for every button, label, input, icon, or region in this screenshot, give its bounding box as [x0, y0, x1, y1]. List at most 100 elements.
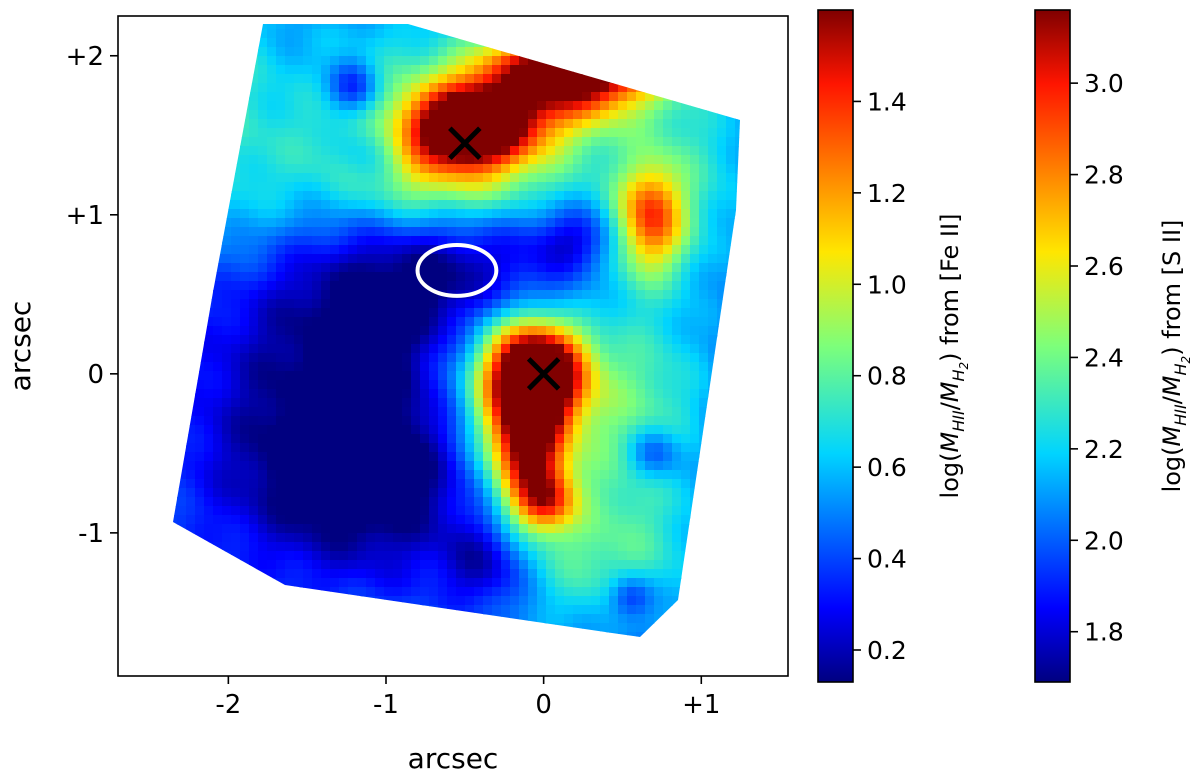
- heatmap-cell: [672, 308, 682, 318]
- heatmap-cell: [402, 326, 412, 336]
- heatmap-cell: [222, 101, 232, 111]
- heatmap-cell: [528, 596, 538, 606]
- heatmap-cell: [573, 164, 583, 174]
- heatmap-cell: [654, 281, 664, 291]
- heatmap-cell: [600, 497, 610, 507]
- heatmap-cell: [555, 614, 565, 624]
- heatmap-cell: [411, 506, 421, 516]
- heatmap-cell: [429, 164, 439, 174]
- heatmap-cell: [528, 344, 538, 354]
- heatmap-cell: [177, 308, 187, 318]
- heatmap-cell: [546, 497, 556, 507]
- heatmap-cell: [708, 191, 718, 201]
- heatmap-cell: [510, 92, 520, 102]
- heatmap-cell: [663, 479, 673, 489]
- heatmap-cell: [501, 524, 511, 534]
- heatmap-cell: [573, 128, 583, 138]
- heatmap-cell: [528, 263, 538, 273]
- heatmap-cell: [393, 596, 403, 606]
- heatmap-cell: [258, 335, 268, 345]
- heatmap-cell: [690, 164, 700, 174]
- heatmap-cell: [204, 488, 214, 498]
- heatmap-cell: [375, 137, 385, 147]
- colorbar-scale: [817, 9, 854, 683]
- heatmap-cell: [573, 173, 583, 183]
- heatmap-cell: [483, 290, 493, 300]
- heatmap-cell: [222, 380, 232, 390]
- heatmap-cell: [564, 470, 574, 480]
- heatmap-cell: [627, 533, 637, 543]
- heatmap-cell: [501, 24, 511, 30]
- heatmap-cell: [285, 119, 295, 129]
- heatmap-cell: [429, 560, 439, 570]
- heatmap-cell: [672, 335, 682, 345]
- heatmap-cell: [528, 398, 538, 408]
- heatmap-cell: [384, 344, 394, 354]
- heatmap-cell: [411, 281, 421, 291]
- heatmap-cell: [537, 317, 547, 327]
- heatmap-cell: [510, 227, 520, 237]
- heatmap-cell: [173, 587, 178, 597]
- heatmap-cell: [213, 24, 223, 30]
- heatmap-cell: [465, 101, 475, 111]
- heatmap-cell: [303, 65, 313, 75]
- heatmap-cell: [285, 506, 295, 516]
- heatmap-cell: [429, 263, 439, 273]
- heatmap-cell: [303, 506, 313, 516]
- heatmap-cell: [510, 632, 520, 637]
- heatmap-cell: [375, 236, 385, 246]
- heatmap-cell: [699, 353, 709, 363]
- heatmap-cell: [303, 155, 313, 165]
- heatmap-cell: [294, 173, 304, 183]
- heatmap-cell: [501, 371, 511, 381]
- heatmap-cell: [627, 281, 637, 291]
- heatmap-cell: [402, 24, 412, 30]
- heatmap-cell: [591, 281, 601, 291]
- heatmap-cell: [744, 380, 754, 390]
- heatmap-cell: [267, 155, 277, 165]
- heatmap-cell: [474, 24, 484, 30]
- heatmap-cell: [600, 533, 610, 543]
- heatmap-cell: [204, 641, 214, 651]
- heatmap-cell: [249, 353, 259, 363]
- heatmap-cell: [393, 353, 403, 363]
- heatmap-cell: [249, 236, 259, 246]
- heatmap-cell: [186, 272, 196, 282]
- heatmap-cell: [555, 74, 565, 84]
- heatmap-cell: [321, 434, 331, 444]
- heatmap-cell: [582, 65, 592, 75]
- heatmap-cell: [411, 515, 421, 525]
- heatmap-cell: [636, 398, 646, 408]
- heatmap-cell: [420, 299, 430, 309]
- heatmap-cell: [456, 110, 466, 120]
- heatmap-cell: [393, 317, 403, 327]
- heatmap-cell: [231, 632, 241, 637]
- heatmap-cell: [186, 551, 196, 561]
- heatmap-cell: [573, 434, 583, 444]
- heatmap-cell: [645, 623, 655, 633]
- heatmap-cell: [654, 299, 664, 309]
- heatmap-cell: [546, 236, 556, 246]
- heatmap-cell: [591, 362, 601, 372]
- heatmap-cell: [411, 533, 421, 543]
- heatmap-cell: [537, 299, 547, 309]
- heatmap-cell: [618, 173, 628, 183]
- heatmap-cell: [177, 335, 187, 345]
- heatmap-cell: [294, 101, 304, 111]
- heatmap-cell: [492, 605, 502, 615]
- heatmap-cell: [465, 65, 475, 75]
- heatmap-cell: [645, 110, 655, 120]
- heatmap-cell: [303, 380, 313, 390]
- heatmap-cell: [402, 479, 412, 489]
- heatmap-cell: [240, 497, 250, 507]
- heatmap-cell: [717, 425, 727, 435]
- heatmap-cell: [555, 236, 565, 246]
- heatmap-cell: [618, 398, 628, 408]
- heatmap-cell: [366, 272, 376, 282]
- heatmap-cell: [717, 65, 727, 75]
- heatmap-cell: [519, 596, 529, 606]
- heatmap-cell: [204, 506, 214, 516]
- heatmap-cell: [249, 596, 259, 606]
- heatmap-cell: [429, 83, 439, 93]
- heatmap-cell: [303, 443, 313, 453]
